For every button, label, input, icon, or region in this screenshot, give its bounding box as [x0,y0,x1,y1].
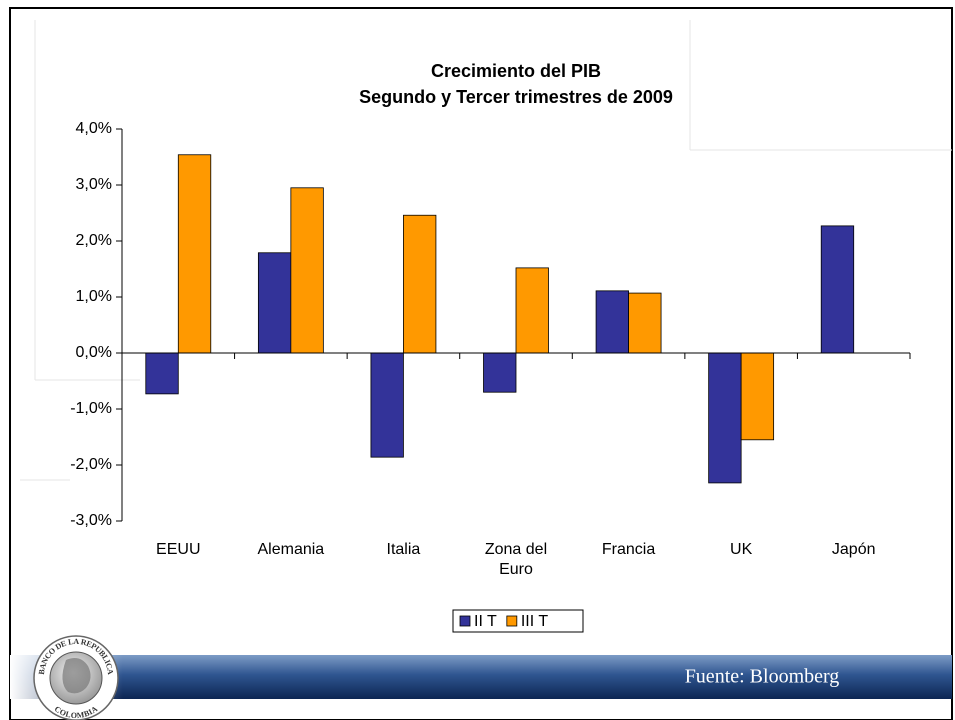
bar [515,267,549,354]
legend-label: III T [521,613,548,630]
source: Fuente: Bloomberg [685,666,840,688]
decoration [20,20,952,481]
logo-head [62,658,91,694]
bar [145,352,179,395]
slide-frame [9,7,953,720]
bar [595,290,629,354]
legend-swatch [459,615,471,627]
bar [290,187,324,354]
legend: II T III T [452,609,584,633]
y-tick-label: 1,0% [76,288,112,305]
legend-box [452,609,584,633]
bar [257,252,292,354]
y-tick-label: -1,0% [70,400,112,417]
x-tick-label: Francia [601,541,656,558]
y-tick-label: 3,0% [76,176,112,193]
x-tick-label: Zona del Euro [484,541,548,578]
footer-fade [10,655,952,699]
bar [740,352,775,441]
bar [820,225,855,354]
legend-swatch [506,615,518,627]
x-tick-label: Alemania [257,541,325,558]
bar [177,154,212,354]
chart-subtitle: Segundo y Tercer trimestres de 2009 [359,87,673,107]
y-tick-label: 0,0% [76,344,112,361]
bar [370,352,404,458]
chart-title: Crecimiento del PIB [431,61,601,81]
x-tick-label: Japón [831,541,876,558]
x-tick-label: UK [730,541,753,558]
bar [483,352,517,393]
x-tick-label: Italia [386,541,421,558]
logo: BANCO DE LA REPUBLICA COLOMBIA [33,635,119,720]
x-tick-label: EEUU [156,541,201,558]
legend-label: II T [474,613,497,630]
y-tick-label: 4,0% [76,120,112,137]
bar [628,292,662,354]
y-tick-label: 2,0% [76,232,112,249]
bar [403,214,437,354]
bar [708,352,742,484]
y-tick-label: -2,0% [70,456,112,473]
y-tick-label: -3,0% [70,512,112,529]
